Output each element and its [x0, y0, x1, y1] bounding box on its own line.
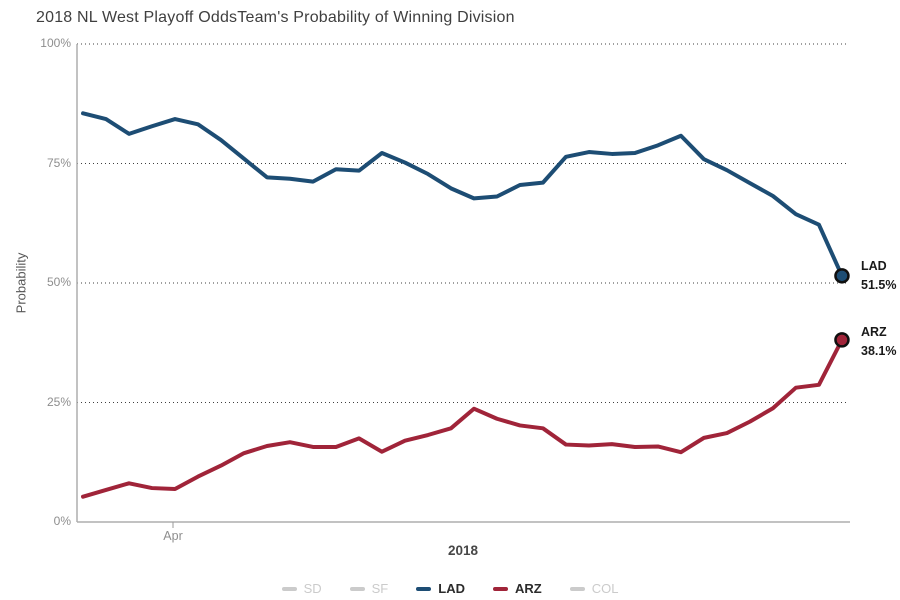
gridlines — [77, 43, 848, 403]
sd-swatch-icon — [281, 586, 297, 591]
legend-item-sd[interactable]: SD — [281, 581, 322, 596]
x-axis-title: 2018 — [447, 543, 479, 558]
chart-title: 2018 NL West Playoff OddsTeam's Probabil… — [36, 9, 515, 27]
arz-end-label-value: 38.1% — [861, 344, 897, 358]
arz-end-label: ARZ 38.1% — [861, 323, 896, 361]
chart-subtitle: Team's Probability of Winning Division — [237, 9, 515, 26]
lad-swatch-icon — [416, 586, 432, 591]
lad-end-label: LAD 51.5% — [861, 257, 896, 295]
legend-item-lad[interactable]: LAD — [416, 581, 465, 596]
legend-label-sd: SD — [303, 581, 322, 596]
y-tick-0: 0% — [53, 514, 71, 528]
legend: SD SF LAD ARZ COL — [0, 581, 900, 596]
y-tick-50: 50% — [46, 275, 71, 289]
legend-label-arz: ARZ — [514, 581, 542, 596]
arz-series-line[interactable] — [81, 337, 844, 499]
lad-end-marker[interactable] — [834, 268, 850, 284]
col-swatch-icon — [569, 586, 585, 591]
y-tick-100: 100% — [40, 36, 71, 50]
legend-label-sf: SF — [371, 581, 389, 596]
y-tick-75: 75% — [46, 156, 71, 170]
arz-end-label-name: ARZ — [861, 325, 887, 339]
arz-end-marker[interactable] — [834, 332, 850, 348]
arz-swatch-icon — [492, 586, 508, 591]
x-tick-apr: Apr — [163, 529, 183, 543]
lad-end-label-name: LAD — [861, 259, 887, 273]
legend-label-lad: LAD — [438, 581, 465, 596]
chart-title-main: 2018 NL West Playoff Odds — [36, 9, 238, 26]
y-tick-25: 25% — [46, 395, 71, 409]
legend-item-sf[interactable]: SF — [349, 581, 389, 596]
lad-end-label-value: 51.5% — [861, 278, 897, 292]
legend-item-col[interactable]: COL — [569, 581, 619, 596]
legend-item-arz[interactable]: ARZ — [492, 581, 542, 596]
lad-series-line[interactable] — [81, 111, 844, 278]
sf-swatch-icon — [349, 586, 365, 591]
legend-label-col: COL — [591, 581, 619, 596]
